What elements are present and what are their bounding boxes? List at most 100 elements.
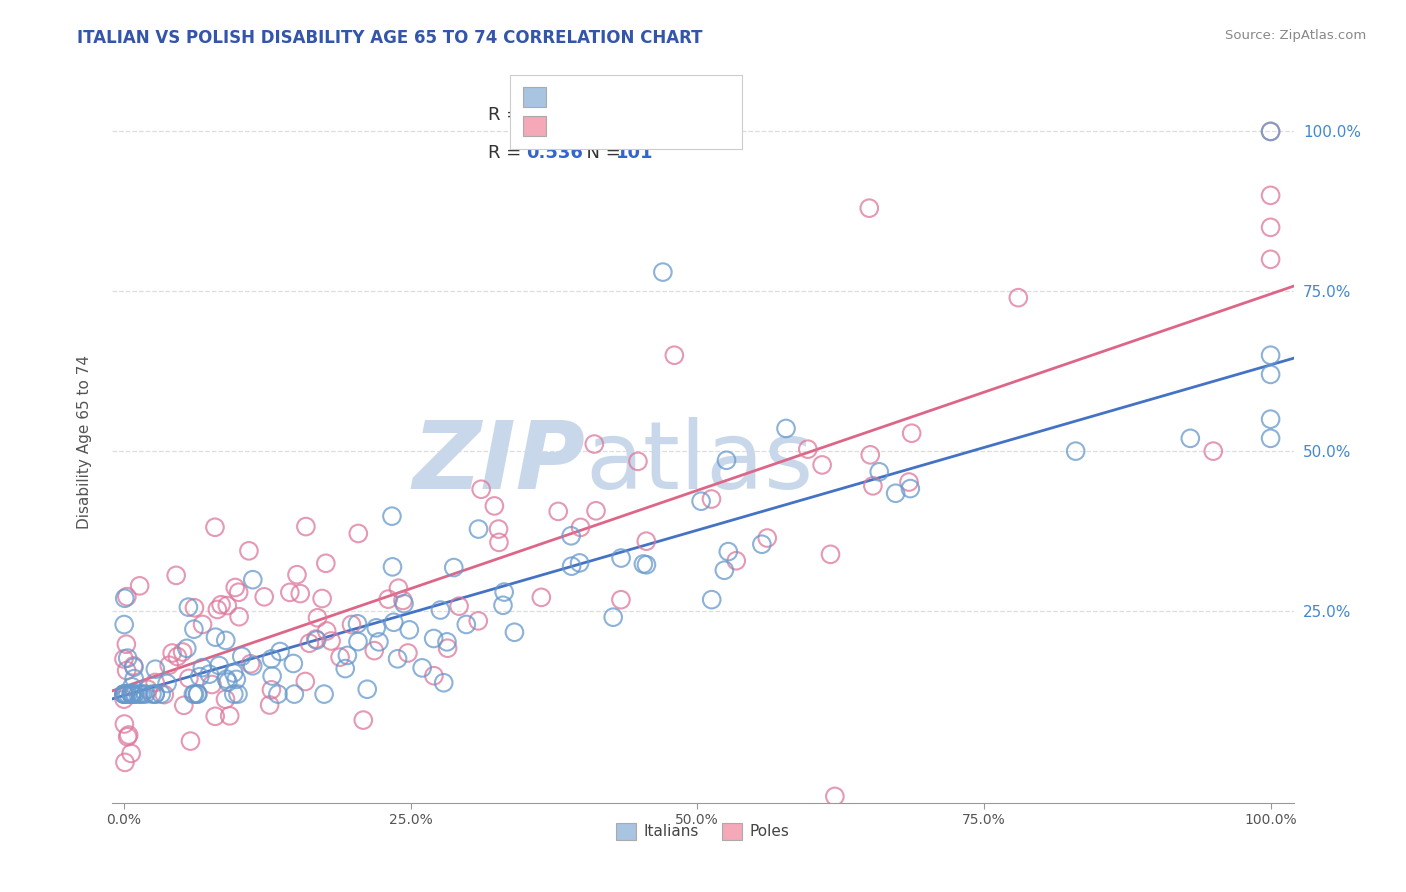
Point	[467, 522, 489, 536]
Point	[858, 201, 880, 215]
Text: R =: R =	[488, 105, 527, 124]
Point	[610, 592, 633, 607]
Point	[1260, 188, 1282, 202]
Point	[127, 687, 149, 701]
Point	[117, 730, 139, 744]
Point	[583, 437, 606, 451]
Point	[884, 486, 907, 500]
Point	[117, 651, 139, 665]
Point	[177, 671, 200, 685]
Point	[176, 641, 198, 656]
Point	[112, 617, 135, 632]
Point	[122, 660, 145, 674]
Point	[387, 652, 409, 666]
Point	[340, 617, 363, 632]
Point	[1202, 444, 1225, 458]
Point	[122, 658, 145, 673]
Point	[217, 599, 239, 613]
Point	[112, 687, 135, 701]
Point	[120, 687, 142, 701]
Point	[228, 609, 250, 624]
Point	[157, 658, 180, 673]
Point	[602, 610, 624, 624]
Point	[143, 687, 166, 701]
Point	[150, 687, 173, 701]
Point	[228, 585, 250, 599]
Point	[183, 687, 205, 701]
Point	[797, 442, 820, 457]
Point	[242, 658, 264, 673]
Point	[436, 635, 458, 649]
Point	[713, 563, 735, 577]
Point	[470, 482, 492, 496]
Point	[585, 504, 607, 518]
Point	[129, 687, 152, 701]
Point	[225, 673, 247, 687]
Point	[1260, 124, 1282, 138]
Point	[1007, 291, 1029, 305]
Point	[305, 632, 328, 646]
Point	[209, 598, 232, 612]
Point	[716, 453, 738, 467]
Point	[143, 662, 166, 676]
Point	[392, 593, 415, 607]
Point	[1260, 348, 1282, 362]
Text: 0.556: 0.556	[526, 105, 582, 124]
Point	[117, 687, 139, 701]
Point	[204, 709, 226, 723]
Point	[868, 465, 890, 479]
Point	[396, 646, 419, 660]
Point	[690, 494, 713, 508]
Point	[315, 556, 337, 570]
Text: Source: ZipAtlas.com: Source: ZipAtlas.com	[1226, 29, 1367, 42]
Text: atlas: atlas	[585, 417, 813, 509]
Point	[112, 717, 135, 731]
Point	[488, 522, 510, 536]
Point	[751, 537, 773, 551]
Point	[433, 675, 456, 690]
Point	[114, 591, 136, 606]
Point	[186, 687, 208, 701]
Point	[294, 674, 316, 689]
Point	[198, 667, 221, 681]
Point	[120, 747, 142, 761]
Point	[283, 687, 305, 701]
Point	[112, 687, 135, 701]
Point	[488, 535, 510, 549]
Point	[226, 687, 249, 701]
Text: N =: N =	[575, 144, 627, 161]
Point	[224, 581, 246, 595]
Point	[285, 567, 308, 582]
Point	[131, 687, 153, 701]
Point	[121, 680, 143, 694]
Point	[898, 482, 921, 496]
Point	[267, 687, 290, 701]
Point	[136, 682, 159, 697]
Text: 108: 108	[616, 105, 654, 124]
Point	[160, 646, 183, 660]
Point	[1260, 368, 1282, 382]
Point	[112, 692, 135, 706]
Point	[363, 643, 385, 657]
Point	[114, 687, 136, 701]
Text: R =: R =	[488, 144, 527, 161]
Point	[239, 657, 262, 671]
Point	[143, 675, 166, 690]
Point	[423, 669, 446, 683]
Point	[314, 687, 336, 701]
Point	[569, 520, 592, 534]
Point	[387, 581, 409, 595]
Point	[222, 665, 245, 680]
Point	[429, 603, 451, 617]
Point	[262, 669, 284, 683]
Point	[1260, 412, 1282, 426]
Point	[377, 592, 399, 607]
Point	[610, 551, 633, 566]
Point	[560, 529, 582, 543]
Point	[118, 728, 141, 742]
Point	[298, 636, 321, 650]
Point	[112, 687, 135, 701]
Point	[436, 641, 458, 656]
Point	[1260, 431, 1282, 445]
Point	[335, 662, 357, 676]
